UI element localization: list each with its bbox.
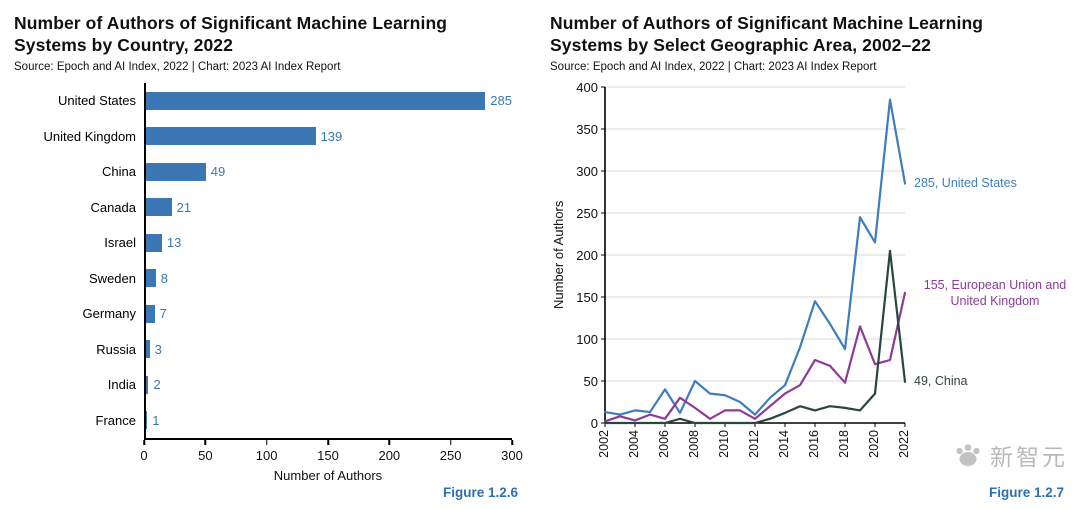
- bar-row: Israel 13: [104, 225, 512, 261]
- bar-category-label: Sweden: [89, 270, 136, 286]
- x-tick-label: 2004: [627, 430, 641, 458]
- y-tick-label: 50: [583, 374, 598, 390]
- bar-category-label: France: [95, 412, 136, 428]
- x-tick-label: 2010: [717, 430, 731, 458]
- bar-row: Russia 3: [96, 332, 512, 368]
- y-tick-label: 300: [576, 164, 598, 180]
- bar: [146, 91, 486, 110]
- bar-value-label: 3: [154, 341, 162, 357]
- x-tick-label: 2020: [867, 430, 881, 458]
- x-tick-mark: [388, 440, 391, 446]
- bar-x-axis-label: Number of Authors: [273, 468, 383, 484]
- x-tick-label: 2002: [597, 430, 611, 458]
- y-tick-label: 150: [576, 290, 598, 306]
- bar-chart-panel: Number of Authors of Significant Machine…: [0, 0, 534, 509]
- bar-rows: United States 285 United Kingdom 139 China 49…: [44, 83, 512, 439]
- bar-value-label: 49: [210, 164, 226, 180]
- bar-category-label: Russia: [96, 341, 136, 357]
- x-tick-mark: [327, 440, 329, 446]
- figure-label-right: Figure 1.2.7: [988, 485, 1064, 500]
- line-chart: Number of Authors 0 50 100 150 200 250 300 350 4…: [550, 80, 1080, 485]
- watermark: 新智元: [953, 438, 1068, 472]
- bar-category-label: United Kingdom: [43, 128, 137, 144]
- bar-value-label: 21: [176, 199, 192, 215]
- bar-row: China 49: [102, 154, 512, 190]
- x-tick-label: 0: [140, 448, 148, 464]
- bar-value-label: 7: [159, 306, 167, 322]
- x-tick-label: 150: [317, 448, 339, 464]
- bar-chart-title: Number of Authors of Significant Machine…: [14, 13, 448, 56]
- y-tick-label: 400: [576, 80, 598, 96]
- figure-label-left: Figure 1.2.6: [442, 485, 518, 500]
- x-tick-mark: [204, 440, 207, 446]
- y-tick-label: 100: [576, 332, 598, 348]
- bar: [146, 411, 148, 430]
- bar-row: United States 285: [58, 83, 512, 119]
- x-tick-label: 300: [501, 448, 523, 464]
- x-tick-label: 2016: [807, 430, 821, 458]
- bar-value-label: 8: [160, 270, 168, 286]
- bar: [146, 162, 206, 181]
- y-tick-label: 200: [576, 248, 598, 264]
- x-tick-mark: [449, 440, 452, 446]
- series-line-united-states: [603, 98, 907, 416]
- bar-value-label: 139: [320, 128, 343, 144]
- x-tick-label: 2006: [657, 430, 671, 458]
- bar-category-label: Germany: [82, 306, 136, 322]
- bar-value-label: 13: [166, 235, 182, 251]
- bar: [146, 340, 150, 359]
- x-tick-mark: [511, 440, 513, 446]
- bar-category-label: Israel: [104, 235, 136, 251]
- x-tick-label: 2008: [687, 430, 701, 458]
- series-annotation-european-union-and-united-kingdom: 155, European Union and United Kingdom: [923, 277, 1067, 309]
- line-chart-title: Number of Authors of Significant Machine…: [550, 13, 984, 56]
- x-tick-label: 250: [439, 448, 462, 464]
- y-axis-title: Number of Authors: [551, 200, 566, 310]
- line-chart-source: Source: Epoch and AI Index, 2022 | Chart…: [550, 61, 877, 74]
- bar-row: Sweden 8: [89, 261, 512, 297]
- bar-row: Germany 7: [83, 296, 512, 332]
- bar: [146, 127, 316, 146]
- bar-category-label: Canada: [90, 199, 136, 215]
- x-tick-label: 100: [255, 448, 278, 464]
- bar: [146, 198, 172, 217]
- bar-category-label: India: [107, 377, 136, 393]
- bar-chart: United States 285 United Kingdom 139 China 49…: [44, 83, 523, 484]
- bar: [146, 375, 149, 394]
- x-tick-label: 2022: [897, 430, 911, 458]
- line-chart-panel: Number of Authors of Significant Machine…: [540, 0, 1080, 509]
- x-tick-label: 200: [378, 448, 401, 464]
- y-tick-label: 250: [576, 206, 598, 222]
- x-tick-mark: [143, 440, 145, 446]
- series-line-european-union-and-united-kingdom: [603, 291, 907, 423]
- watermark-text: 新智元: [990, 444, 1068, 470]
- watermark-logo: [956, 444, 980, 466]
- bar-x-axis: 0 50 100 150 200 250 300: [140, 438, 523, 465]
- x-tick-mark: [265, 440, 268, 446]
- bar-row: France 1: [96, 403, 512, 439]
- bar-row: Canada 21: [90, 190, 512, 226]
- bar-category-label: China: [102, 164, 136, 180]
- y-tick-label: 350: [576, 122, 598, 138]
- bar: [146, 269, 156, 288]
- bar-row: India 2: [108, 367, 512, 403]
- bar-value-label: 1: [152, 412, 160, 428]
- x-tick-label: 2014: [777, 430, 791, 458]
- bar-value-label: 2: [153, 377, 161, 393]
- x-tick-label: 2012: [747, 430, 761, 458]
- y-tick-label: 0: [590, 416, 598, 432]
- line-plot: [601, 86, 907, 428]
- bar-row: United Kingdom 139: [44, 119, 512, 155]
- x-tick-label: 2018: [837, 430, 851, 458]
- bar-chart-source: Source: Epoch and AI Index, 2022 | Chart…: [14, 61, 341, 74]
- series-annotation-china: 49, China: [914, 373, 968, 388]
- bar: [146, 233, 162, 252]
- series-annotation-united-states: 285, United States: [914, 175, 1017, 190]
- bar-category-label: United States: [57, 93, 136, 109]
- x-tick-label: 50: [198, 448, 213, 464]
- series-line-china: [603, 249, 907, 425]
- bar: [146, 304, 155, 323]
- bar-value-label: 285: [490, 93, 512, 109]
